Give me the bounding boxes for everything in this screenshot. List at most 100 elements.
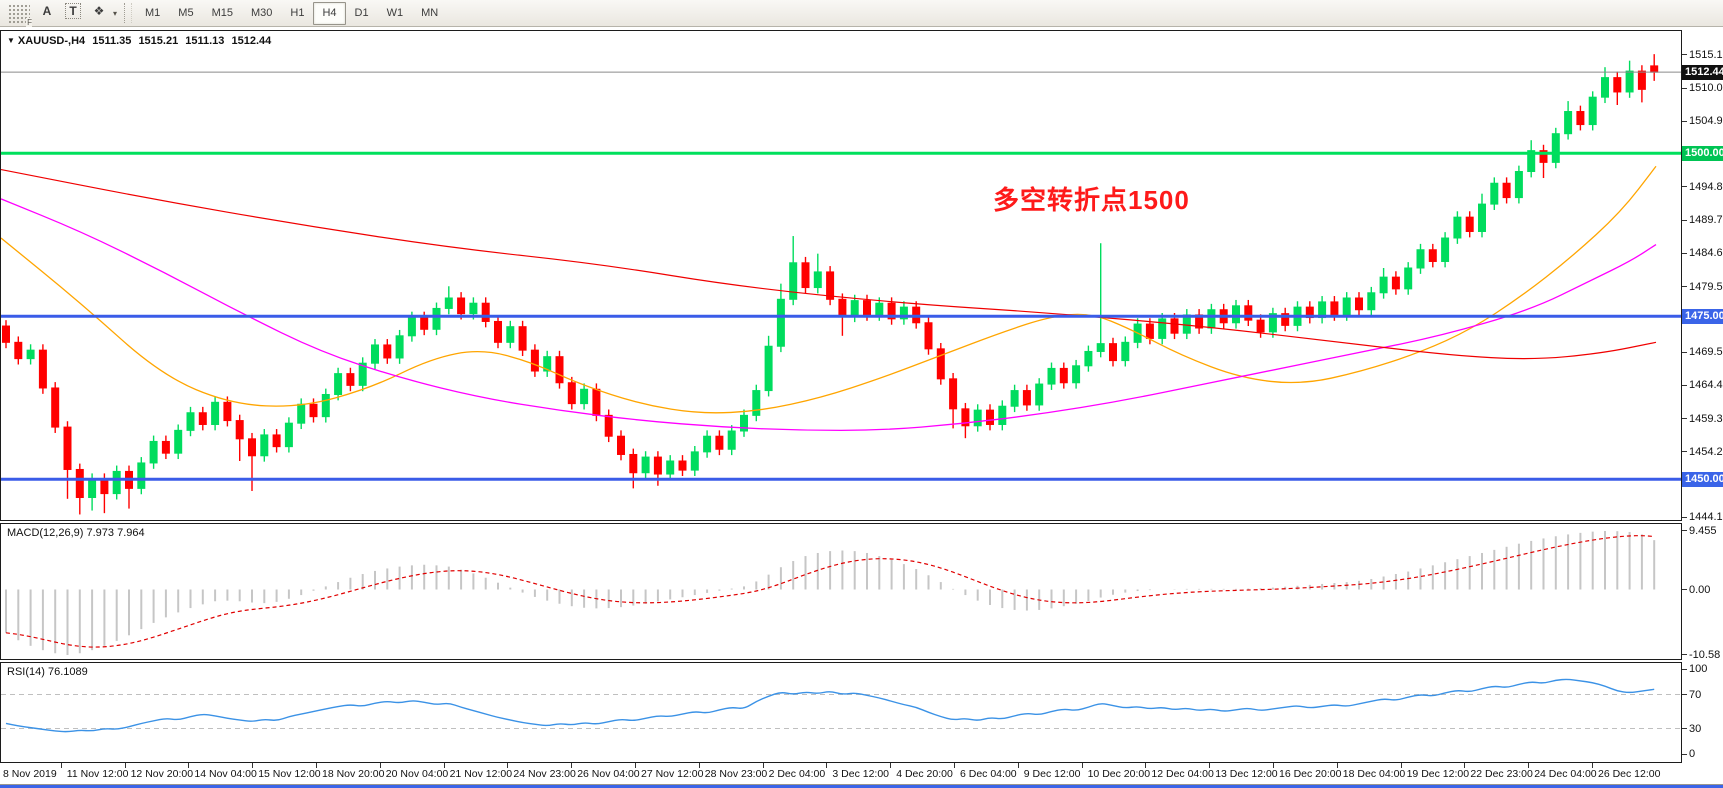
price-axis-tick-mark — [1682, 286, 1687, 288]
macd-axis-tick-mark — [1682, 530, 1687, 532]
rsi-panel[interactable] — [0, 662, 1682, 763]
price-axis-tick: 1515.10 — [1689, 48, 1723, 61]
textbox-tool-icon: T — [65, 3, 81, 19]
time-axis-label: 4 Dec 20:00 — [896, 768, 953, 780]
time-axis-tick-mark — [507, 763, 509, 768]
rsi-axis-tick-mark — [1682, 753, 1687, 755]
time-axis-tick-mark — [60, 763, 62, 768]
last-price-tag: 1512.44 — [1682, 64, 1723, 80]
time-axis-label: 15 Nov 12:00 — [258, 768, 321, 780]
time-axis-label: 26 Dec 12:00 — [1598, 768, 1661, 780]
time-axis-label: 8 Nov 2019 — [3, 768, 57, 780]
timeframe-m15[interactable]: M15 — [211, 7, 233, 19]
quote-close: 1512.44 — [231, 35, 272, 47]
symbol-period-label: XAUUSD-,H4 — [17, 35, 86, 47]
price-axis-tick-mark — [1682, 384, 1687, 386]
timeframe-mn[interactable]: MN — [421, 7, 439, 19]
macd-main-value: 7.973 — [86, 527, 115, 539]
timeframe-h4[interactable]: H4 — [313, 1, 346, 25]
price-axis-tick: 1469.50 — [1689, 346, 1723, 359]
quote-line: ▼ XAUUSD-,H4 1511.35 1515.21 1511.13 1512… — [7, 35, 275, 47]
rsi-axis-tick-mark — [1682, 668, 1687, 670]
price-axis-tick-mark — [1682, 351, 1687, 353]
rsi-canvas[interactable] — [1, 663, 1681, 762]
price-axis-tick: 1464.40 — [1689, 379, 1723, 392]
time-axis-tick-mark — [635, 763, 636, 768]
ma-mid-magenta — [1, 198, 1657, 432]
rsi-axis-tick-mark — [1682, 728, 1687, 729]
time-axis-label: 24 Nov 23:00 — [513, 768, 576, 780]
label-tool-icon: A — [42, 4, 52, 18]
time-axis-label: 24 Dec 04:00 — [1534, 768, 1597, 780]
macd-canvas[interactable] — [1, 524, 1681, 659]
price-axis-tick-mark — [1682, 219, 1687, 221]
time-axis-label: 18 Nov 20:00 — [322, 768, 385, 780]
timeframe-m30[interactable]: M30 — [250, 7, 273, 19]
time-axis-tick-mark — [1145, 763, 1147, 768]
time-axis-label: 28 Nov 23:00 — [704, 768, 768, 780]
price-axis-tick-mark — [1682, 451, 1687, 453]
rsi-axis-tick: 70 — [1689, 688, 1702, 701]
time-axis-tick-mark — [1400, 763, 1402, 768]
timeframe-m1[interactable]: M1 — [145, 7, 161, 19]
time-axis-tick-mark — [1528, 763, 1530, 768]
macd-axis-tick: 0.00 — [1689, 583, 1711, 596]
rsi-value: 76.1089 — [47, 666, 88, 678]
price-axis-tick: 1454.20 — [1689, 445, 1723, 458]
macd-axis-tick-mark — [1682, 589, 1687, 590]
tool-toolbar-handle[interactable]: F — [5, 0, 33, 27]
price-axis-tick: 1494.85 — [1689, 180, 1723, 193]
chevron-down-icon[interactable]: ▾ — [113, 8, 118, 18]
time-axis-tick-mark — [379, 763, 381, 768]
tool-crosshair-tool[interactable]: ❖ — [87, 0, 111, 23]
time-axis-label: 10 Dec 20:00 — [1087, 768, 1151, 780]
tool-label-tool[interactable]: A — [35, 0, 59, 23]
time-axis-tick-mark — [698, 763, 700, 768]
time-axis-tick-mark — [316, 763, 317, 768]
time-axis-tick-mark — [762, 763, 764, 768]
time-axis-label: 12 Nov 20:00 — [130, 768, 194, 780]
rsi-axis-tick: 0 — [1689, 748, 1696, 760]
time-axis-label: 21 Nov 12:00 — [449, 768, 513, 780]
price-axis-tick: 1510.00 — [1689, 82, 1723, 95]
time-axis-label: 14 Nov 04:00 — [194, 768, 257, 780]
macd-panel[interactable] — [0, 523, 1682, 660]
price-axis-tick: 1459.30 — [1689, 412, 1723, 425]
timeframe-w1[interactable]: W1 — [386, 7, 404, 19]
timeframe-h1[interactable]: H1 — [290, 7, 305, 19]
time-axis-label: 19 Dec 12:00 — [1406, 768, 1470, 780]
price-axis-tick: 1489.75 — [1689, 214, 1723, 227]
time-axis-tick-mark — [188, 763, 190, 768]
time-axis-tick-mark — [1464, 763, 1466, 768]
price-axis-tick-mark — [1682, 120, 1687, 122]
rsi-axis-tick-mark — [1682, 694, 1687, 695]
object-tools-group: F A T ❖ — [4, 0, 112, 27]
time-axis-label: 26 Nov 04:00 — [577, 768, 640, 780]
time-axis-tick-mark — [443, 763, 445, 768]
macd-axis-tick-mark — [1682, 654, 1687, 656]
macd-signal-value: 7.964 — [117, 527, 145, 539]
ma-slow-red — [1, 168, 1657, 360]
time-axis-label: 12 Dec 04:00 — [1151, 768, 1214, 780]
price-chart-canvas[interactable] — [1, 31, 1681, 520]
time-axis-tick-mark — [571, 763, 573, 768]
rsi-axis-tick: 100 — [1689, 663, 1708, 675]
timeframe-buttons-group: M1 M5 M15 M30 H1 H4 D1 W1 MN — [136, 1, 447, 25]
timeframe-m5[interactable]: M5 — [178, 7, 194, 19]
time-axis-tick-mark — [826, 763, 828, 768]
time-axis-tick-mark — [954, 763, 955, 768]
price-axis-tick: 1444.15 — [1689, 511, 1723, 524]
window-edge — [0, 784, 1723, 785]
chart-text-annotation[interactable]: 多空转折点1500 — [993, 185, 1190, 215]
time-axis-label: 18 Dec 04:00 — [1342, 768, 1406, 780]
tool-textbox-tool[interactable]: T — [61, 0, 85, 23]
time-axis-label: 9 Dec 12:00 — [1023, 768, 1081, 780]
timeframe-d1[interactable]: D1 — [354, 7, 369, 19]
price-chart-panel[interactable] — [0, 30, 1682, 521]
time-axis-label: 3 Dec 12:00 — [832, 768, 890, 780]
time-axis-tick-mark — [124, 763, 126, 768]
time-axis: 8 Nov 2019 11 Nov 12:00 12 Nov 20:00 14 Nov… — [0, 763, 1682, 784]
chart-dropdown-icon[interactable]: ▼ — [7, 36, 15, 45]
price-axis-tick-mark — [1682, 516, 1687, 518]
